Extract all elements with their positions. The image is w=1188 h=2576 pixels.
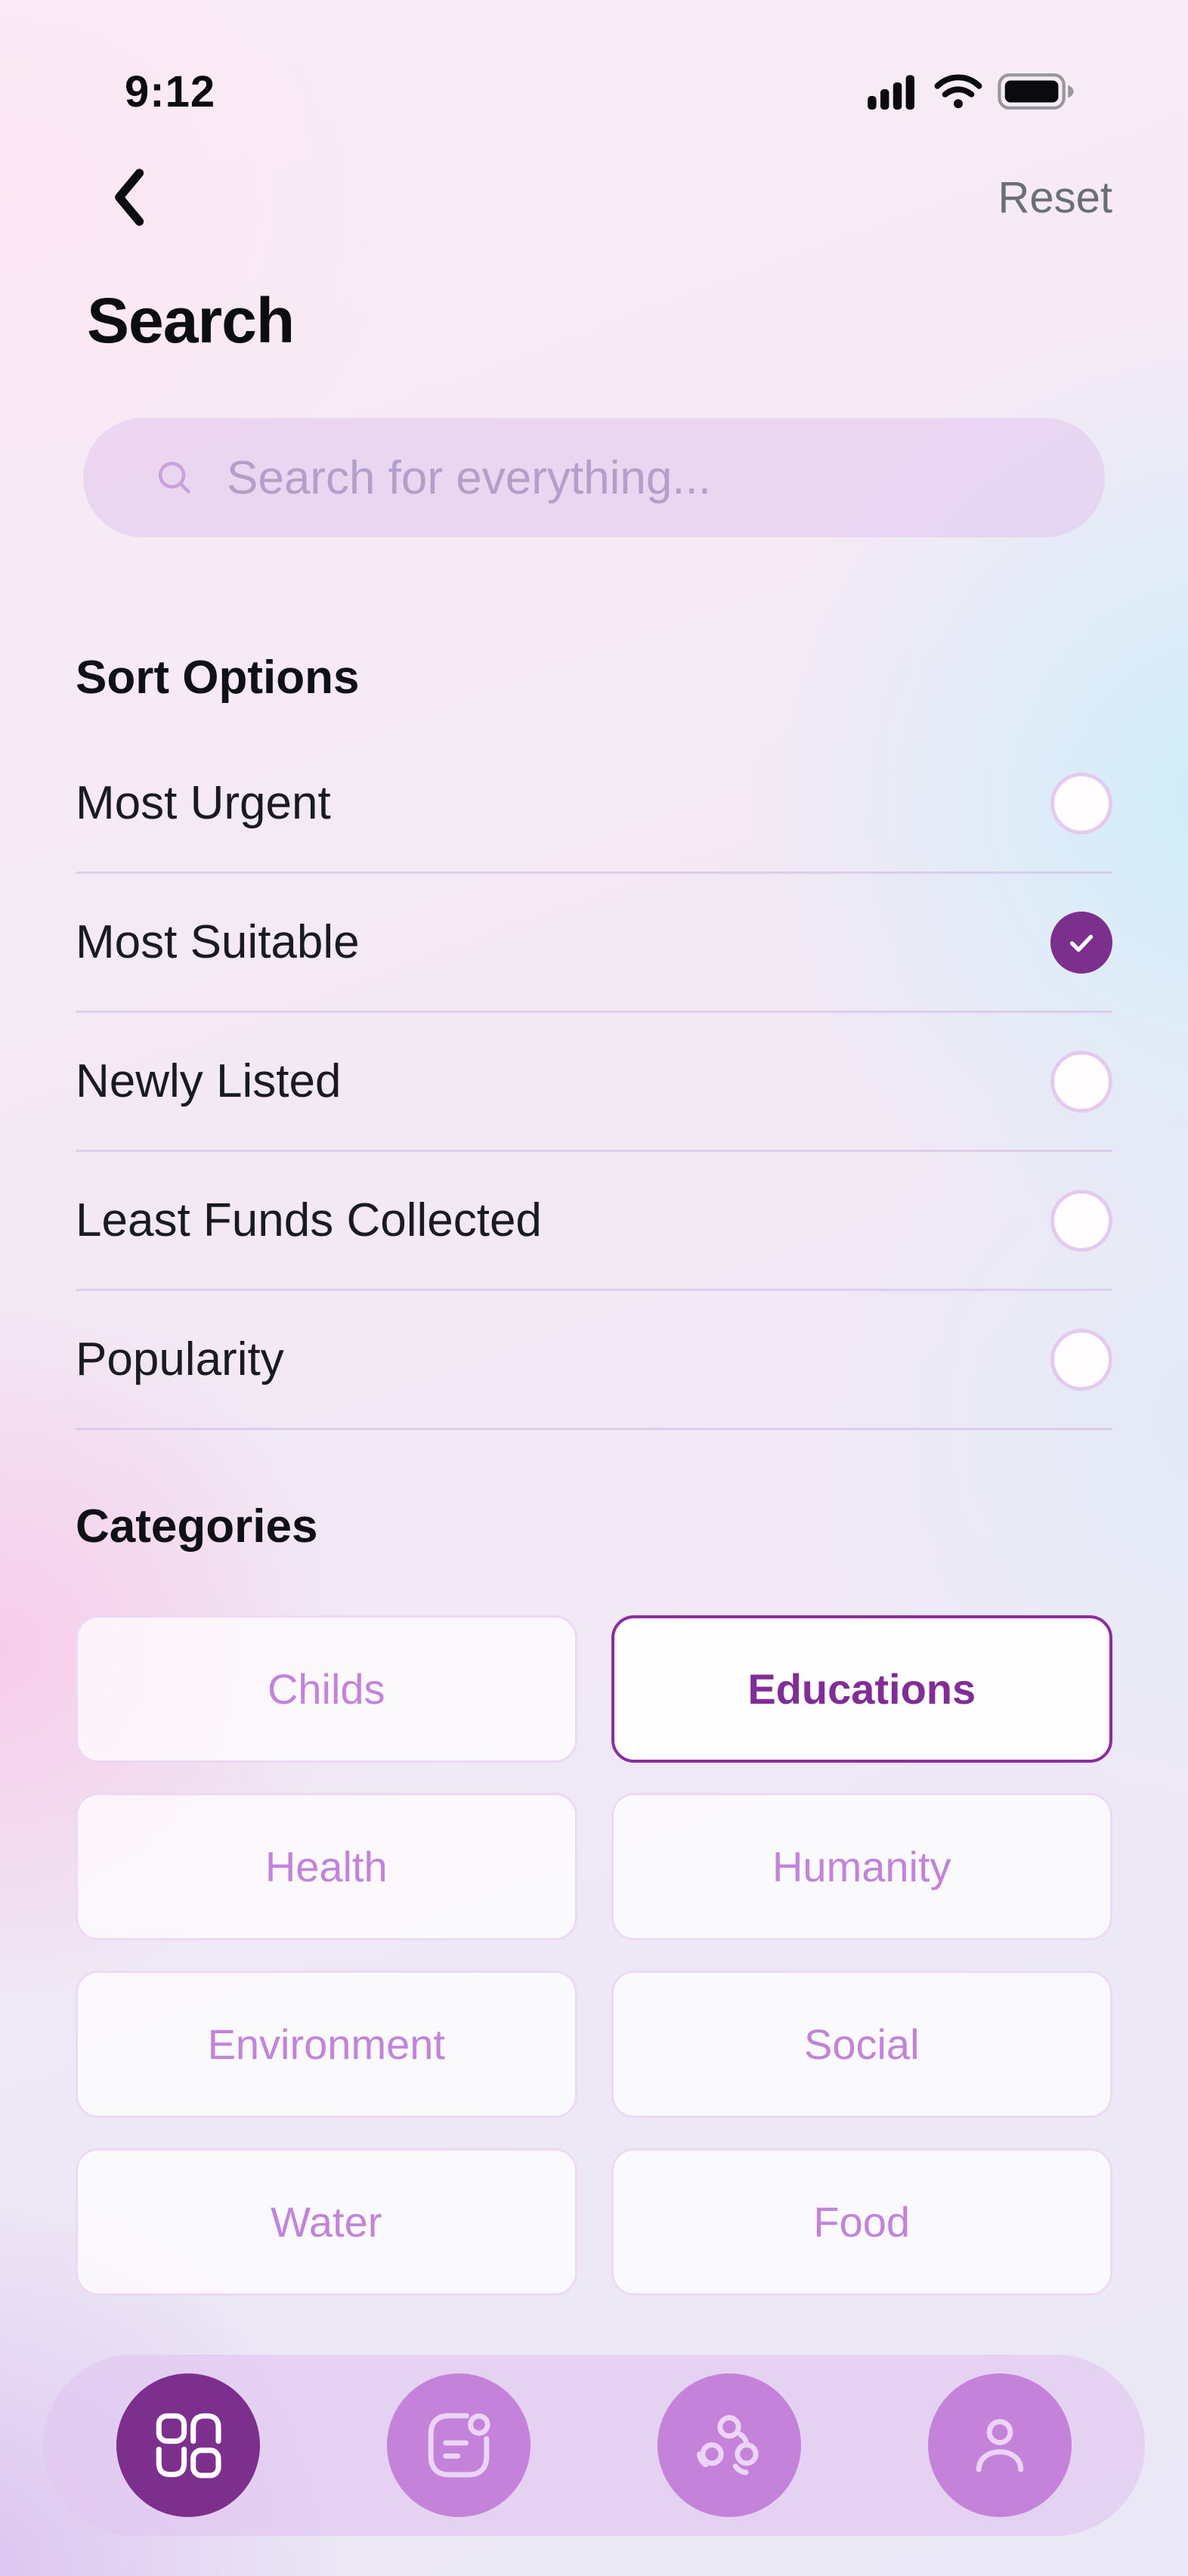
notes-icon (428, 2413, 490, 2478)
reset-button[interactable]: Reset (998, 172, 1112, 222)
battery-icon (998, 73, 1074, 110)
category-grid: Childs Educations Health Humanity Enviro… (76, 1615, 1112, 2296)
check-icon (1069, 934, 1094, 952)
sort-option-most-suitable[interactable]: Most Suitable (76, 874, 1112, 1013)
sort-option-label: Most Suitable (76, 916, 360, 968)
status-time: 9:12 (125, 67, 216, 116)
sort-option-label: Popularity (76, 1333, 284, 1386)
tab-bar (43, 2355, 1145, 2536)
sort-option-label: Most Urgent (76, 777, 331, 829)
category-button-food[interactable]: Food (611, 2148, 1112, 2296)
tab-donations[interactable] (387, 2373, 531, 2517)
radio-newly-listed[interactable] (1050, 1050, 1112, 1113)
tab-profile[interactable] (928, 2373, 1072, 2517)
category-button-childs[interactable]: Childs (76, 1615, 577, 1763)
category-button-humanity[interactable]: Humanity (611, 1793, 1112, 1940)
categories-title: Categories (76, 1500, 318, 1553)
category-button-educations[interactable]: Educations (611, 1615, 1112, 1763)
sort-option-most-urgent[interactable]: Most Urgent (76, 735, 1112, 874)
sort-options-list: Most Urgent Most Suitable Newly Listed L… (76, 735, 1112, 1430)
category-button-social[interactable]: Social (611, 1971, 1112, 2118)
status-icons (865, 73, 1076, 110)
back-button[interactable] (106, 163, 159, 231)
grid-icon (156, 2413, 221, 2478)
category-button-water[interactable]: Water (76, 2148, 577, 2296)
search-icon (158, 461, 190, 494)
radio-popularity[interactable] (1050, 1328, 1112, 1391)
sort-option-newly-listed[interactable]: Newly Listed (76, 1013, 1112, 1152)
tab-categories[interactable] (116, 2373, 260, 2517)
search-bar[interactable] (83, 418, 1105, 537)
page-title: Search (87, 285, 295, 356)
status-bar: 9:12 (0, 65, 1188, 118)
profile-icon (976, 2419, 1024, 2472)
chevron-left-icon (115, 169, 144, 226)
sort-option-least-funds[interactable]: Least Funds Collected (76, 1152, 1112, 1291)
sort-option-label: Newly Listed (76, 1055, 342, 1107)
people-icon (697, 2415, 759, 2475)
tab-community[interactable] (657, 2373, 801, 2517)
signal-icon (868, 75, 914, 110)
header-row: Reset (106, 163, 1112, 231)
sort-option-label: Least Funds Collected (76, 1194, 542, 1246)
search-input[interactable] (227, 450, 1060, 505)
category-button-health[interactable]: Health (76, 1793, 577, 1940)
radio-most-suitable[interactable] (1050, 911, 1112, 974)
sort-options-title: Sort Options (76, 652, 360, 704)
radio-most-urgent[interactable] (1050, 772, 1112, 834)
radio-least-funds[interactable] (1050, 1189, 1112, 1252)
category-button-environment[interactable]: Environment (76, 1971, 577, 2118)
wifi-icon (934, 74, 982, 109)
sort-option-popularity[interactable]: Popularity (76, 1291, 1112, 1430)
